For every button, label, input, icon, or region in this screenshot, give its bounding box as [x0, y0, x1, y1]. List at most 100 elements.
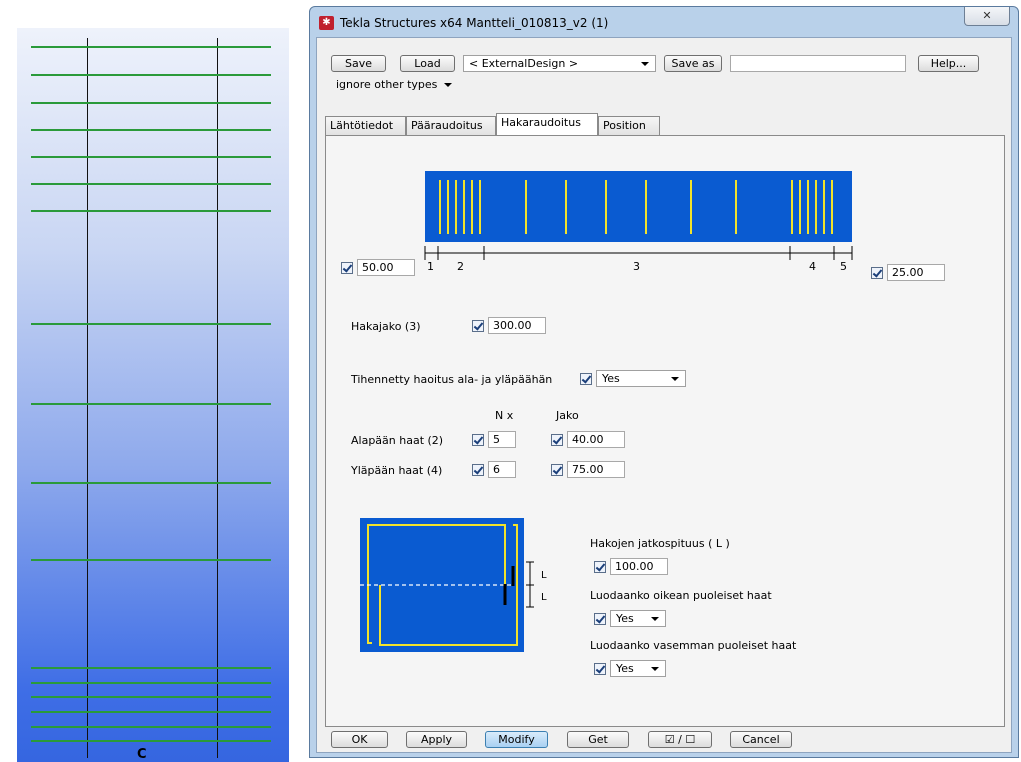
stirrup-line	[31, 183, 271, 185]
tab-strip: Lähtötiedot Pääraudoitus Hakaraudoitus P…	[325, 113, 1005, 135]
chevron-down-icon	[641, 62, 649, 66]
stirrup-marks	[439, 180, 833, 234]
hakajako-input[interactable]: 300.00	[488, 317, 546, 334]
save-as-button[interactable]: Save as	[664, 55, 722, 72]
dialog-window: ✱ Tekla Structures x64 Mantteli_010813_v…	[309, 6, 1019, 758]
stirrup-line	[31, 46, 271, 48]
tekla-logo-icon: ✱	[319, 16, 334, 30]
alapaan-n-input[interactable]: 5	[488, 431, 516, 448]
apply-button[interactable]: Apply	[406, 731, 467, 748]
hakajako-label: Hakajako (3)	[351, 320, 421, 333]
toggle-all-button[interactable]: ☑ / ☐	[648, 731, 712, 748]
ok-button[interactable]: OK	[331, 731, 388, 748]
ylapaan-jako-input[interactable]: 75.00	[567, 461, 625, 478]
column-elevation	[425, 171, 852, 242]
stirrup-line	[31, 403, 271, 405]
tab-position[interactable]: Position	[598, 116, 660, 135]
oikea-dropdown[interactable]: Yes	[610, 610, 666, 627]
lap-length-label: L	[541, 592, 547, 603]
dim-label: 3	[633, 260, 640, 273]
lap-length-label: L	[541, 570, 547, 581]
vasen-label: Luodaanko vasemman puoleiset haat	[590, 639, 797, 652]
cross-section-diagram: L L	[360, 518, 547, 652]
stirrup-line	[31, 102, 271, 104]
stirrup-line	[31, 482, 271, 484]
type-filter-dropdown[interactable]: ignore other types	[331, 77, 458, 94]
save-as-name-input[interactable]	[730, 55, 906, 72]
title-bar[interactable]: ✱ Tekla Structures x64 Mantteli_010813_v…	[310, 7, 1018, 35]
tihennetty-value: Yes	[602, 372, 620, 385]
stirrup-line	[31, 74, 271, 76]
dim-label: 2	[457, 260, 464, 273]
get-button[interactable]: Get	[567, 731, 629, 748]
tab-lahtotiedot[interactable]: Lähtötiedot	[325, 116, 406, 135]
column-edge-right	[217, 38, 218, 758]
dim-label: 1	[427, 260, 434, 273]
jatkospituus-checkbox[interactable]	[594, 561, 606, 573]
column-label: C	[137, 747, 147, 762]
modify-button[interactable]: Modify	[485, 731, 548, 748]
help-button[interactable]: Help...	[918, 55, 979, 72]
dim-label: 5	[840, 260, 847, 273]
stirrup-line	[31, 711, 271, 713]
attribute-set-value: < ExternalDesign >	[469, 57, 579, 70]
tihennetty-checkbox[interactable]	[580, 373, 592, 385]
tihennetty-label: Tihennetty haoitus ala- ja yläpäähän	[351, 373, 553, 386]
stirrup-line	[31, 559, 271, 561]
tab-paaraudoitus[interactable]: Pääraudoitus	[406, 116, 496, 135]
alapaan-jako-input[interactable]: 40.00	[567, 431, 625, 448]
close-button[interactable]: ✕	[964, 7, 1010, 26]
chevron-down-icon	[671, 377, 679, 381]
ylapaan-jako-checkbox[interactable]	[551, 464, 563, 476]
stirrup-line	[31, 696, 271, 698]
tab-hakaraudoitus[interactable]: Hakaraudoitus	[496, 113, 598, 135]
alapaan-label: Alapään haat (2)	[351, 434, 444, 447]
stirrup-line	[31, 726, 271, 728]
stirrup-line	[31, 667, 271, 669]
stirrup-line	[31, 129, 271, 131]
ylapaan-n-input[interactable]: 6	[488, 461, 516, 478]
button-bar: OK Apply Modify Get ☑ / ☐ Cancel	[317, 731, 1011, 753]
jatkospituus-label: Hakojen jatkospituus ( L )	[590, 537, 730, 550]
oikea-checkbox[interactable]	[594, 613, 606, 625]
stirrup-line	[31, 740, 271, 742]
ylapaan-n-checkbox[interactable]	[472, 464, 484, 476]
column-edge-left	[87, 38, 88, 758]
dialog-client: Save Load < ExternalDesign > Save as Hel…	[316, 37, 1012, 753]
start-offset-checkbox[interactable]	[341, 262, 353, 274]
vasen-value: Yes	[616, 662, 634, 675]
load-button[interactable]: Load	[400, 55, 455, 72]
attribute-set-dropdown[interactable]: < ExternalDesign >	[463, 55, 656, 72]
jako-column-header: Jako	[556, 409, 579, 422]
alapaan-jako-checkbox[interactable]	[551, 434, 563, 446]
stirrup-line	[31, 156, 271, 158]
stirrup-layout-diagram: 1 2 3 4 5	[424, 171, 853, 273]
window-title: Tekla Structures x64 Mantteli_010813_v2 …	[340, 16, 609, 30]
dim-label: 4	[809, 260, 816, 273]
type-filter-value: ignore other types	[336, 78, 438, 91]
stirrup-line	[31, 210, 271, 212]
save-button[interactable]: Save	[331, 55, 386, 72]
start-offset-input[interactable]: 50.00	[357, 259, 415, 276]
hakaraudoitus-panel: 1 2 3 4 5 50.00 25.00 Hakajako (3) 300.0…	[325, 135, 1005, 727]
alapaan-n-checkbox[interactable]	[472, 434, 484, 446]
tihennetty-dropdown[interactable]: Yes	[596, 370, 686, 387]
stirrup-line	[31, 682, 271, 684]
chevron-down-icon	[651, 667, 659, 671]
end-offset-input[interactable]: 25.00	[887, 264, 945, 281]
oikea-value: Yes	[616, 612, 634, 625]
chevron-down-icon	[444, 83, 452, 87]
model-3d-view[interactable]: C	[17, 28, 289, 762]
n-column-header: N x	[495, 409, 514, 422]
hakajako-checkbox[interactable]	[472, 320, 484, 332]
vasen-checkbox[interactable]	[594, 663, 606, 675]
stirrup-line	[31, 323, 271, 325]
chevron-down-icon	[651, 617, 659, 621]
dimension-line	[424, 246, 853, 260]
ylapaan-label: Yläpään haat (4)	[351, 464, 443, 477]
end-offset-checkbox[interactable]	[871, 267, 883, 279]
vasen-dropdown[interactable]: Yes	[610, 660, 666, 677]
oikea-label: Luodaanko oikean puoleiset haat	[590, 589, 772, 602]
cancel-button[interactable]: Cancel	[730, 731, 792, 748]
jatkospituus-input[interactable]: 100.00	[610, 558, 668, 575]
